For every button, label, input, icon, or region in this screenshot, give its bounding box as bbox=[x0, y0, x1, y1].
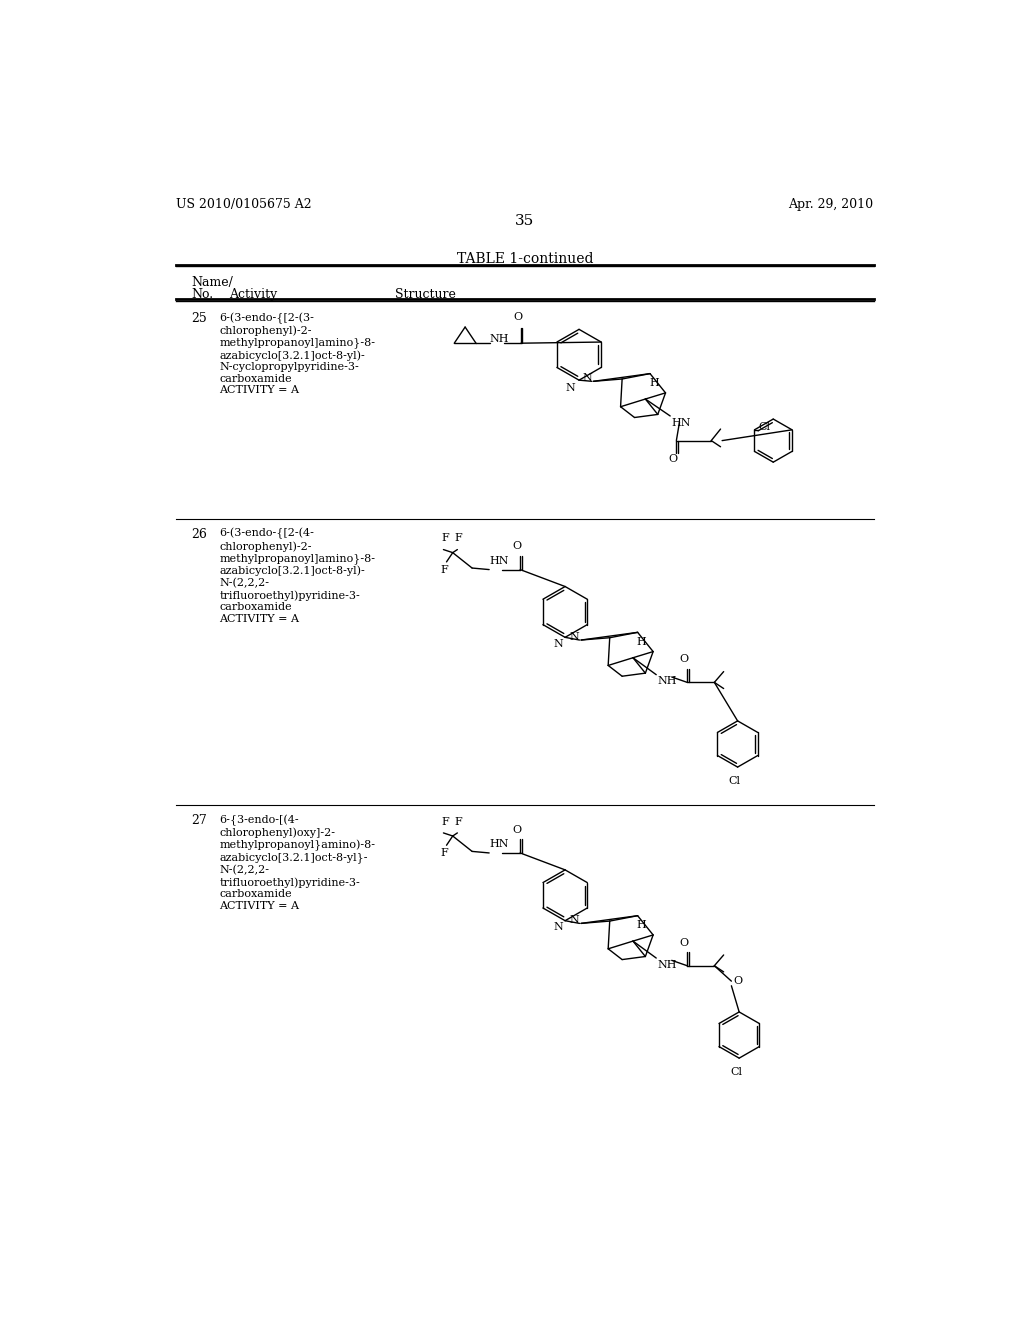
Text: Cl: Cl bbox=[730, 1068, 742, 1077]
Text: NH: NH bbox=[657, 960, 677, 970]
Text: HN: HN bbox=[489, 840, 509, 849]
Text: H: H bbox=[637, 638, 646, 647]
Text: F: F bbox=[455, 533, 462, 544]
Text: H: H bbox=[649, 379, 659, 388]
Text: HN: HN bbox=[489, 556, 509, 566]
Text: 6-{3-endo-[(4-
chlorophenyl)oxy]-2-
methylpropanoyl}amino)-8-
azabicyclo[3.2.1]o: 6-{3-endo-[(4- chlorophenyl)oxy]-2- meth… bbox=[219, 814, 376, 911]
Text: F: F bbox=[455, 817, 462, 826]
Text: O: O bbox=[734, 977, 742, 986]
Text: F: F bbox=[442, 817, 450, 826]
Text: N: N bbox=[569, 632, 580, 642]
Text: O: O bbox=[669, 454, 678, 465]
Text: Activity: Activity bbox=[228, 288, 278, 301]
Text: 6-(3-endo-{[2-(3-
chlorophenyl)-2-
methylpropanoyl]amino}-8-
azabicyclo[3.2.1]oc: 6-(3-endo-{[2-(3- chlorophenyl)-2- methy… bbox=[219, 313, 376, 396]
Text: NH: NH bbox=[657, 676, 677, 686]
Text: No.: No. bbox=[191, 288, 214, 301]
Text: N: N bbox=[583, 374, 592, 383]
Text: HN: HN bbox=[671, 417, 690, 428]
Text: Cl: Cl bbox=[728, 776, 740, 787]
Text: Apr. 29, 2010: Apr. 29, 2010 bbox=[788, 198, 873, 211]
Text: 35: 35 bbox=[515, 214, 535, 228]
Text: 27: 27 bbox=[191, 814, 207, 828]
Text: Cl: Cl bbox=[759, 422, 770, 432]
Text: TABLE 1-continued: TABLE 1-continued bbox=[457, 252, 593, 267]
Text: N: N bbox=[565, 383, 575, 393]
Text: N: N bbox=[553, 639, 563, 649]
Text: US 2010/0105675 A2: US 2010/0105675 A2 bbox=[176, 198, 311, 211]
Text: F: F bbox=[440, 849, 449, 858]
Text: Name/: Name/ bbox=[191, 276, 233, 289]
Text: F: F bbox=[442, 533, 450, 544]
Text: O: O bbox=[512, 541, 521, 552]
Text: 25: 25 bbox=[191, 313, 207, 326]
Text: N: N bbox=[553, 923, 563, 932]
Text: NH: NH bbox=[489, 334, 509, 343]
Text: 6-(3-endo-{[2-(4-
chlorophenyl)-2-
methylpropanoyl]amino}-8-
azabicyclo[3.2.1]oc: 6-(3-endo-{[2-(4- chlorophenyl)-2- methy… bbox=[219, 528, 376, 624]
Text: 26: 26 bbox=[191, 528, 208, 541]
Text: O: O bbox=[680, 655, 689, 664]
Text: N: N bbox=[569, 915, 580, 925]
Text: O: O bbox=[680, 937, 689, 948]
Text: Structure: Structure bbox=[395, 288, 457, 301]
Text: O: O bbox=[512, 825, 521, 834]
Text: F: F bbox=[440, 565, 449, 576]
Text: O: O bbox=[513, 312, 522, 322]
Text: H: H bbox=[637, 920, 646, 931]
